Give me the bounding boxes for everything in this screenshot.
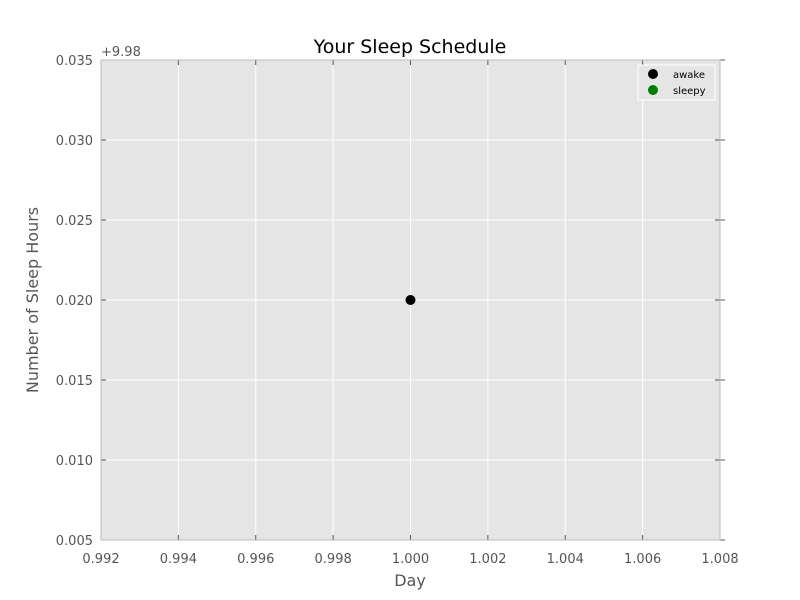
x-tick-label: 0.996: [237, 552, 274, 567]
y-tick-label: 0.005: [56, 534, 93, 549]
x-tick-label: 1.000: [392, 552, 429, 567]
legend-label-sleepy: sleepy: [673, 86, 706, 97]
data-point-awake: [405, 295, 416, 305]
y-tick-label: 0.025: [56, 214, 93, 229]
chart-title: Your Sleep Schedule: [313, 36, 507, 58]
x-tick-labels: 0.992 0.994 0.996 0.998 1.000 1.002 1.004 1.006…: [82, 552, 738, 567]
x-tick-label: 0.992: [82, 552, 119, 567]
legend-marker-sleepy: [648, 85, 658, 95]
legend-marker-awake: [648, 69, 658, 79]
data-points: [405, 295, 416, 305]
legend-label-awake: awake: [673, 70, 705, 81]
y-tick-labels: 0.005 0.010 0.015 0.020 0.025 0.030 0.035: [56, 54, 93, 549]
y-tick-label: 0.020: [56, 294, 93, 309]
x-tick-label: 1.008: [701, 552, 738, 567]
plot-frame: [100, 59, 721, 541]
legend: awake sleepy: [637, 64, 716, 101]
y-tick-label: 0.030: [56, 134, 93, 149]
x-axis-label: Day: [394, 571, 426, 590]
y-axis-label: Number of Sleep Hours: [23, 207, 42, 393]
y-tick-label: 0.035: [56, 54, 93, 69]
y-offset-label: +9.98: [101, 45, 141, 60]
x-tick-label: 1.006: [624, 552, 661, 567]
x-tick-label: 0.998: [315, 552, 352, 567]
x-tick-label: 1.004: [547, 552, 584, 567]
y-tick-label: 0.010: [56, 454, 93, 469]
x-tick-label: 1.002: [469, 552, 506, 567]
x-tick-label: 0.994: [160, 552, 197, 567]
y-tick-label: 0.015: [56, 374, 93, 389]
